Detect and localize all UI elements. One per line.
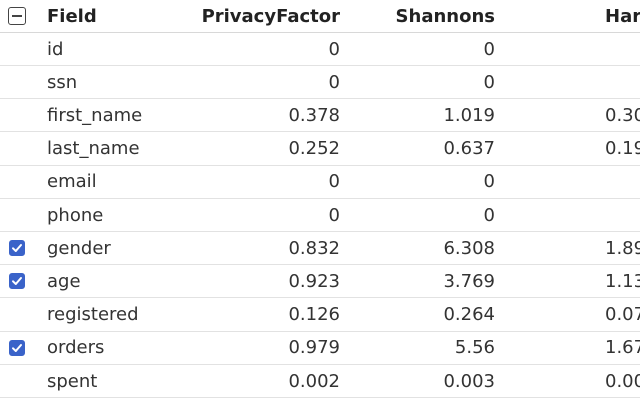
cell-shannons: 0 — [483, 38, 495, 60]
cell-shannons: 1.019 — [443, 104, 495, 126]
cell-field: last_name — [47, 138, 140, 160]
cell-field: email — [47, 171, 97, 193]
cell-privacy-factor: 0 — [328, 71, 340, 93]
row-checkbox-cell — [0, 99, 34, 131]
checkmark-icon — [12, 343, 22, 352]
cell-shannons: 0 — [483, 171, 495, 193]
cell-shannons: 0 — [483, 204, 495, 226]
cell-field: first_name — [47, 104, 143, 126]
select-all-toggle[interactable] — [0, 0, 34, 32]
cell-hart: 1.89 — [605, 237, 640, 259]
row-checkbox-cell — [0, 232, 34, 264]
cell-privacy-factor: 0.002 — [288, 370, 340, 392]
cell-shannons: 5.56 — [454, 337, 495, 359]
table-row[interactable]: orders 0.979 5.56 1.67 — [0, 332, 640, 365]
cell-privacy-factor: 0 — [328, 171, 340, 193]
table-row[interactable]: age 0.923 3.769 1.13 — [0, 265, 640, 299]
row-checkbox[interactable] — [9, 273, 25, 290]
cell-shannons: 3.769 — [443, 270, 495, 292]
row-checkbox-cell — [0, 66, 34, 98]
cell-privacy-factor: 0.252 — [288, 138, 340, 160]
row-checkbox-cell — [0, 199, 34, 231]
cell-privacy-factor: 0.979 — [288, 337, 340, 359]
table-header: Field PrivacyFactor Shannons Hart — [0, 0, 640, 33]
cell-privacy-factor: 0.378 — [288, 104, 340, 126]
cell-privacy-factor: 0.923 — [288, 270, 340, 292]
cell-privacy-factor: 0.126 — [288, 304, 340, 326]
row-checkbox-cell — [0, 166, 34, 198]
table-row[interactable]: gender 0.832 6.308 1.89 — [0, 232, 640, 266]
cell-hart: 0.30 — [605, 104, 640, 126]
cell-hart: 1.13 — [605, 270, 640, 292]
cell-field: age — [47, 270, 81, 292]
cell-shannons: 0 — [483, 71, 495, 93]
table-row[interactable]: email 0 0 — [0, 166, 640, 199]
cell-hart: 0.19 — [605, 138, 640, 160]
cell-field: orders — [47, 337, 105, 359]
column-header-shannons[interactable]: Shannons — [395, 5, 495, 27]
cell-field: gender — [47, 237, 111, 259]
row-checkbox-cell — [0, 332, 34, 364]
row-checkbox-cell — [0, 265, 34, 297]
checkmark-icon — [12, 244, 22, 253]
table-row[interactable]: id 0 0 — [0, 33, 640, 66]
row-checkbox[interactable] — [9, 240, 25, 257]
table-row[interactable]: last_name 0.252 0.637 0.19 — [0, 133, 640, 166]
minus-square-icon — [8, 7, 26, 25]
cell-hart: 0.07 — [605, 304, 640, 326]
cell-hart: 0.00 — [605, 370, 640, 392]
table-row[interactable]: spent 0.002 0.003 0.00 — [0, 365, 640, 398]
cell-privacy-factor: 0 — [328, 204, 340, 226]
row-checkbox-cell — [0, 33, 34, 65]
row-checkbox-cell — [0, 365, 34, 397]
cell-shannons: 6.308 — [443, 237, 495, 259]
table-row[interactable]: ssn 0 0 — [0, 66, 640, 100]
row-checkbox-cell — [0, 299, 34, 331]
row-checkbox[interactable] — [9, 339, 25, 356]
cell-shannons: 0.637 — [443, 138, 495, 160]
table-row[interactable]: first_name 0.378 1.019 0.30 — [0, 99, 640, 133]
cell-field: registered — [47, 304, 139, 326]
cell-privacy-factor: 0 — [328, 38, 340, 60]
cell-shannons: 0.003 — [443, 370, 495, 392]
cell-shannons: 0.264 — [443, 304, 495, 326]
table-row[interactable]: registered 0.126 0.264 0.07 — [0, 299, 640, 332]
checkmark-icon — [12, 277, 22, 286]
row-checkbox-cell — [0, 133, 34, 165]
column-header-field[interactable]: Field — [47, 5, 97, 27]
column-header-hart[interactable]: Hart — [605, 5, 640, 27]
table-row[interactable]: phone 0 0 — [0, 199, 640, 232]
cell-field: phone — [47, 204, 104, 226]
cell-privacy-factor: 0.832 — [288, 237, 340, 259]
cell-field: ssn — [47, 71, 78, 93]
cell-field: spent — [47, 370, 98, 392]
column-header-privacy-factor[interactable]: PrivacyFactor — [201, 5, 340, 27]
cell-hart: 1.67 — [605, 337, 640, 359]
cell-field: id — [47, 38, 64, 60]
